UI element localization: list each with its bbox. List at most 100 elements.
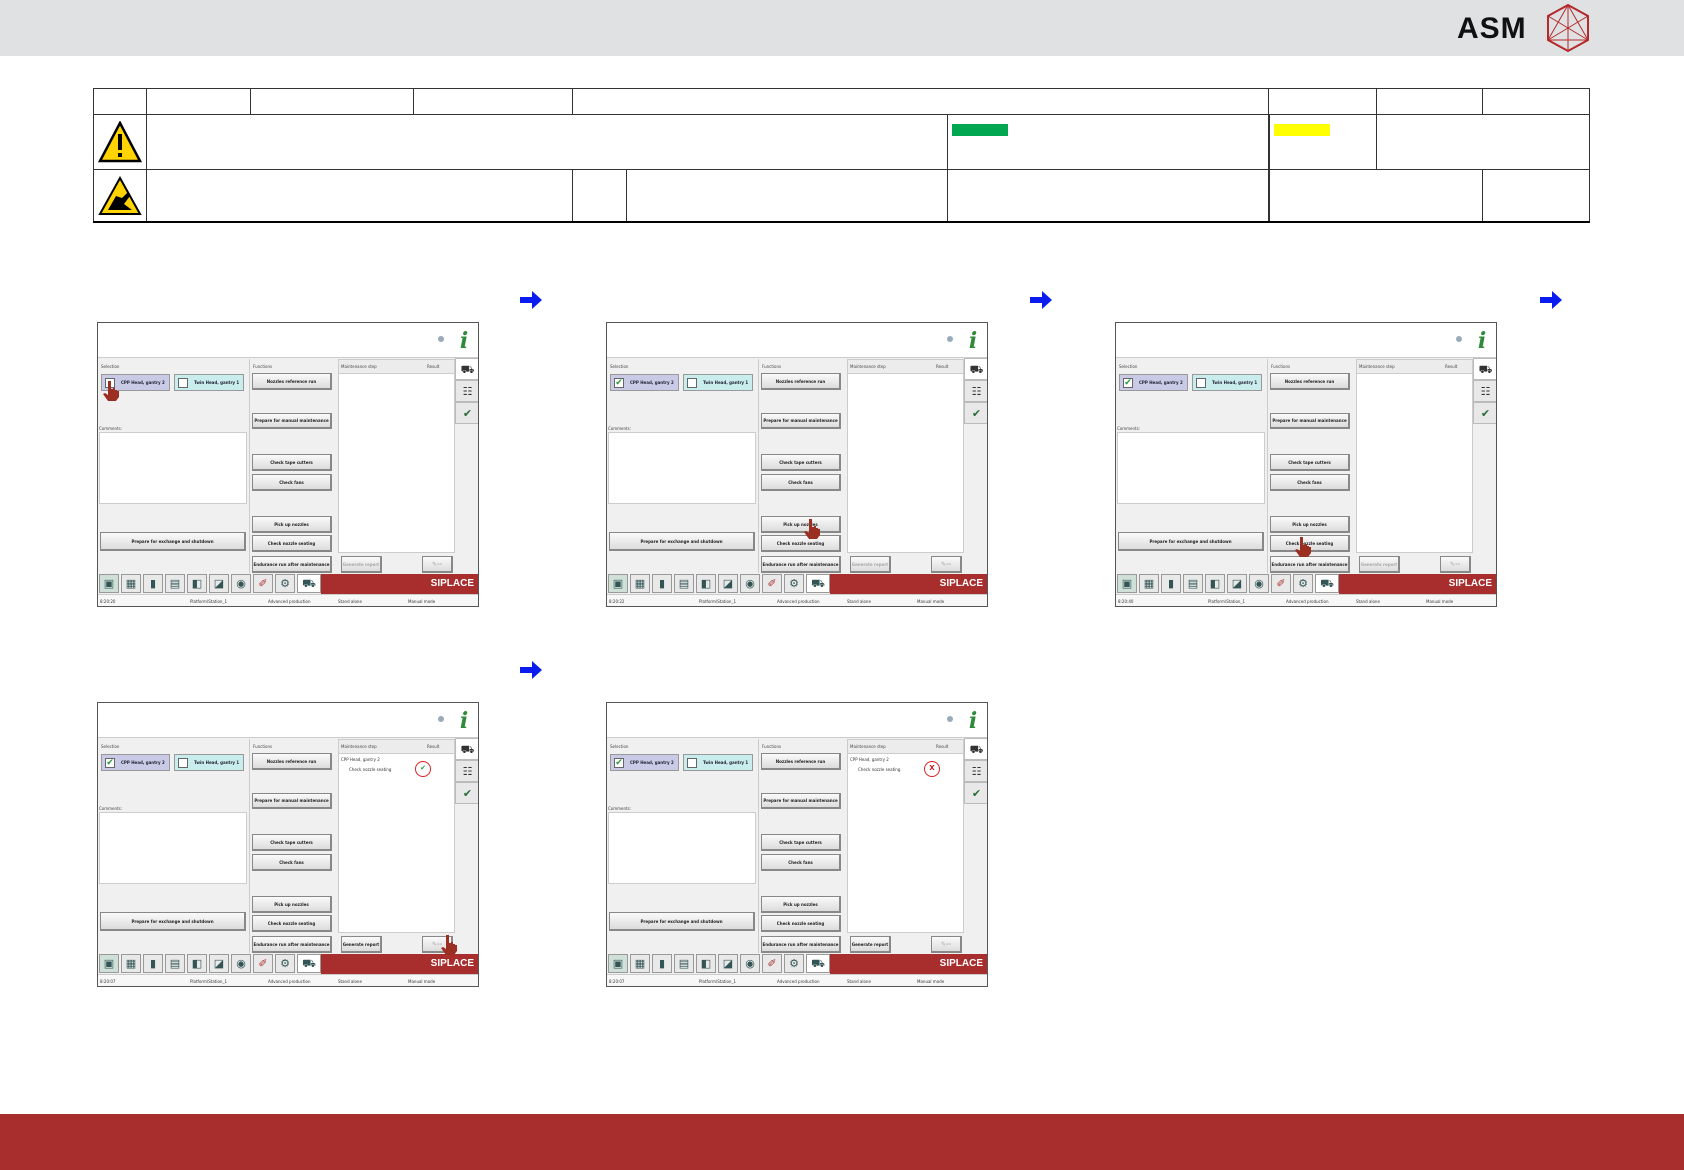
tool-graph-icon[interactable]: ◪ bbox=[718, 574, 738, 593]
tool-door-icon[interactable]: ◧ bbox=[187, 574, 207, 593]
tool-feeder-icon[interactable]: ▤ bbox=[165, 954, 185, 973]
tool-pen-icon[interactable]: ✐ bbox=[253, 574, 273, 593]
tool-grid-icon[interactable]: ▦ bbox=[630, 574, 650, 593]
checkbox-icon[interactable]: ✔ bbox=[1123, 377, 1133, 388]
tab-check[interactable]: ✔ bbox=[455, 782, 478, 804]
check-fans-button[interactable]: Check fans bbox=[761, 474, 841, 491]
twin-head-chip[interactable]: Twin Head, gantry 1 bbox=[174, 754, 244, 771]
tool-feeder-icon[interactable]: ▤ bbox=[165, 574, 185, 593]
tool-camera-icon[interactable]: ◉ bbox=[231, 954, 251, 973]
info-icon[interactable]: i bbox=[968, 708, 978, 734]
tool-pen-icon[interactable]: ✐ bbox=[762, 574, 782, 593]
tool-gears-icon[interactable]: ⚙ bbox=[275, 574, 295, 593]
tool-maintenance-icon[interactable]: ⛟ bbox=[297, 574, 321, 593]
tool-button[interactable]: ✎ -- bbox=[931, 936, 962, 953]
nozzles-reference-button[interactable]: Nozzles reference run bbox=[761, 373, 841, 390]
generate-report-button[interactable]: Generate report bbox=[341, 936, 382, 953]
tool-maintenance-icon[interactable]: ⛟ bbox=[806, 954, 830, 973]
prepare-manual-button[interactable]: Prepare for manual maintenance bbox=[761, 793, 841, 809]
cpp-head-chip[interactable]: ✔ CPP Head, gantry 2 bbox=[101, 754, 170, 771]
comments-field[interactable] bbox=[99, 432, 247, 504]
prepare-manual-button[interactable]: Prepare for manual maintenance bbox=[761, 413, 841, 429]
check-tape-cutters-button[interactable]: Check tape cutters bbox=[1270, 454, 1350, 471]
check-tape-cutters-button[interactable]: Check tape cutters bbox=[761, 834, 841, 851]
checkbox-icon[interactable]: ✔ bbox=[105, 757, 115, 768]
prepare-manual-button[interactable]: Prepare for manual maintenance bbox=[252, 413, 332, 429]
tab-report[interactable]: ☷ bbox=[455, 760, 478, 782]
pick-up-nozzles-button[interactable]: Pick up nozzles bbox=[252, 516, 332, 533]
tool-gears-icon[interactable]: ⚙ bbox=[784, 574, 804, 593]
nozzles-reference-button[interactable]: Nozzles reference run bbox=[1270, 373, 1350, 390]
tab-report[interactable]: ☷ bbox=[964, 760, 987, 782]
twin-head-chip[interactable]: Twin Head, gantry 1 bbox=[1192, 374, 1262, 391]
generate-report-button[interactable]: Generate report bbox=[1359, 556, 1400, 573]
prepare-exchange-button[interactable]: Prepare for exchange and shutdown bbox=[1118, 532, 1264, 551]
pick-up-nozzles-button[interactable]: Pick up nozzles bbox=[761, 516, 841, 533]
checkbox-icon[interactable]: ✔ bbox=[614, 757, 624, 768]
tab-check[interactable]: ✔ bbox=[964, 782, 987, 804]
checkbox-icon[interactable] bbox=[687, 377, 697, 388]
check-fans-button[interactable]: Check fans bbox=[252, 474, 332, 491]
tool-graph-icon[interactable]: ◪ bbox=[209, 954, 229, 973]
tool-maintenance-icon[interactable]: ⛟ bbox=[297, 954, 321, 973]
tab-report[interactable]: ☷ bbox=[1473, 380, 1496, 402]
tool-camera-icon[interactable]: ◉ bbox=[1249, 574, 1269, 593]
tab-check[interactable]: ✔ bbox=[455, 402, 478, 424]
tool-chart-icon[interactable]: ▮ bbox=[143, 574, 163, 593]
twin-head-chip[interactable]: Twin Head, gantry 1 bbox=[683, 374, 753, 391]
prepare-manual-button[interactable]: Prepare for manual maintenance bbox=[252, 793, 332, 809]
twin-head-chip[interactable]: Twin Head, gantry 1 bbox=[174, 374, 244, 391]
endurance-run-button[interactable]: Endurance run after maintenance bbox=[252, 556, 332, 573]
tool-button[interactable]: ✎ -- bbox=[422, 556, 453, 573]
comments-field[interactable] bbox=[608, 432, 756, 504]
tool-button[interactable]: ✎ -- bbox=[931, 556, 962, 573]
tool-machine-icon[interactable]: ▣ bbox=[1117, 574, 1137, 593]
tab-maintenance[interactable]: ⛟ bbox=[964, 738, 987, 760]
info-icon[interactable]: i bbox=[968, 328, 978, 354]
generate-report-button[interactable]: Generate report bbox=[341, 556, 382, 573]
check-nozzle-seating-button[interactable]: Check nozzle seating bbox=[761, 915, 841, 932]
tool-chart-icon[interactable]: ▮ bbox=[652, 954, 672, 973]
tab-report[interactable]: ☷ bbox=[964, 380, 987, 402]
tool-feeder-icon[interactable]: ▤ bbox=[674, 954, 694, 973]
tool-chart-icon[interactable]: ▮ bbox=[652, 574, 672, 593]
tool-grid-icon[interactable]: ▦ bbox=[121, 574, 141, 593]
endurance-run-button[interactable]: Endurance run after maintenance bbox=[761, 936, 841, 953]
check-tape-cutters-button[interactable]: Check tape cutters bbox=[252, 834, 332, 851]
tool-door-icon[interactable]: ◧ bbox=[1205, 574, 1225, 593]
checkbox-icon[interactable]: ✔ bbox=[614, 377, 624, 388]
cpp-head-chip[interactable]: ✔ CPP Head, gantry 2 bbox=[610, 374, 679, 391]
tool-graph-icon[interactable]: ◪ bbox=[1227, 574, 1247, 593]
tool-pen-icon[interactable]: ✐ bbox=[762, 954, 782, 973]
comments-field[interactable] bbox=[99, 812, 247, 884]
comments-field[interactable] bbox=[608, 812, 756, 884]
pick-up-nozzles-button[interactable]: Pick up nozzles bbox=[252, 896, 332, 913]
tab-maintenance[interactable]: ⛟ bbox=[1473, 358, 1496, 380]
endurance-run-button[interactable]: Endurance run after maintenance bbox=[761, 556, 841, 573]
tool-pen-icon[interactable]: ✐ bbox=[253, 954, 273, 973]
check-tape-cutters-button[interactable]: Check tape cutters bbox=[761, 454, 841, 471]
tab-maintenance[interactable]: ⛟ bbox=[964, 358, 987, 380]
prepare-exchange-button[interactable]: Prepare for exchange and shutdown bbox=[609, 532, 755, 551]
nozzles-reference-button[interactable]: Nozzles reference run bbox=[252, 373, 332, 390]
check-nozzle-seating-button[interactable]: Check nozzle seating bbox=[761, 535, 841, 552]
checkbox-icon[interactable] bbox=[178, 377, 188, 388]
tool-button[interactable]: ✎ -- bbox=[1440, 556, 1471, 573]
tool-graph-icon[interactable]: ◪ bbox=[209, 574, 229, 593]
tab-maintenance[interactable]: ⛟ bbox=[455, 358, 478, 380]
tool-machine-icon[interactable]: ▣ bbox=[608, 954, 628, 973]
tool-door-icon[interactable]: ◧ bbox=[696, 954, 716, 973]
comments-field[interactable] bbox=[1117, 432, 1265, 504]
endurance-run-button[interactable]: Endurance run after maintenance bbox=[252, 936, 332, 953]
prepare-manual-button[interactable]: Prepare for manual maintenance bbox=[1270, 413, 1350, 429]
tool-machine-icon[interactable]: ▣ bbox=[608, 574, 628, 593]
tool-feeder-icon[interactable]: ▤ bbox=[1183, 574, 1203, 593]
tab-check[interactable]: ✔ bbox=[964, 402, 987, 424]
tab-report[interactable]: ☷ bbox=[455, 380, 478, 402]
tab-maintenance[interactable]: ⛟ bbox=[455, 738, 478, 760]
tool-camera-icon[interactable]: ◉ bbox=[740, 954, 760, 973]
tool-graph-icon[interactable]: ◪ bbox=[718, 954, 738, 973]
prepare-exchange-button[interactable]: Prepare for exchange and shutdown bbox=[100, 912, 246, 931]
tool-gears-icon[interactable]: ⚙ bbox=[784, 954, 804, 973]
check-fans-button[interactable]: Check fans bbox=[761, 854, 841, 871]
